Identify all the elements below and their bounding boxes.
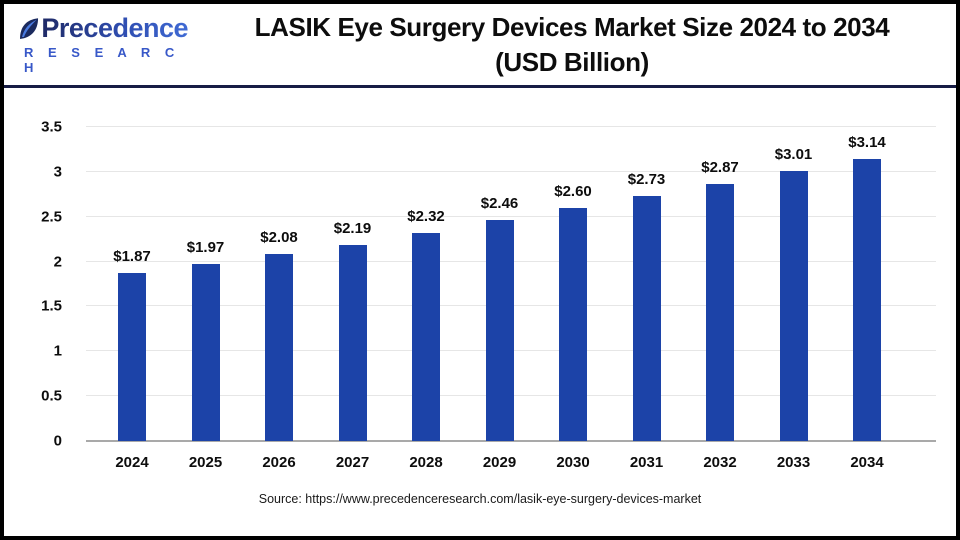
x-axis-line bbox=[86, 440, 936, 442]
bar-value-label: $1.97 bbox=[186, 239, 225, 257]
gridline bbox=[86, 126, 936, 127]
bar-2029 bbox=[485, 220, 514, 441]
y-tick-label: 0.5 bbox=[41, 387, 62, 405]
bar-value-label: $2.08 bbox=[260, 229, 298, 247]
bar-value-label: $2.32 bbox=[407, 207, 445, 225]
x-tick-label: 2027 bbox=[335, 454, 370, 471]
chart-title-line1: LASIK Eye Surgery Devices Market Size 20… bbox=[254, 11, 890, 42]
bar-value-label: $2.46 bbox=[480, 195, 519, 213]
bar-value-label: $2.73 bbox=[627, 171, 666, 189]
source-note: Source: https://www.precedenceresearch.c… bbox=[258, 492, 702, 506]
chart-title-line2: (USD Billion) bbox=[495, 46, 649, 77]
x-tick-label: 2026 bbox=[262, 454, 296, 471]
bar-2027 bbox=[338, 244, 367, 441]
y-tick-label: 1 bbox=[53, 342, 62, 360]
bar-2031 bbox=[632, 196, 661, 441]
leaf-icon bbox=[20, 18, 39, 40]
y-tick-label: 2 bbox=[53, 253, 62, 271]
gridline bbox=[86, 170, 936, 172]
brand-logo: Precedence R E S E A R C H bbox=[18, 13, 188, 75]
y-tick-label: 3 bbox=[53, 163, 62, 181]
x-tick-label: 2034 bbox=[850, 454, 884, 471]
bar-value-label: $2.87 bbox=[701, 158, 739, 176]
bar-2024 bbox=[118, 273, 146, 441]
brand-name: Precedence bbox=[41, 13, 188, 43]
brand-subtitle: R E S E A R C H bbox=[24, 45, 180, 75]
x-tick-label: 2030 bbox=[556, 454, 590, 471]
bar-value-label: $2.60 bbox=[554, 182, 592, 200]
bar-value-label: $3.01 bbox=[774, 145, 813, 163]
bar-value-label: $1.87 bbox=[113, 248, 151, 266]
gridline bbox=[86, 215, 936, 217]
x-tick-label: 2025 bbox=[188, 454, 223, 471]
x-tick-label: 2024 bbox=[115, 454, 149, 471]
chart-title: LASIK Eye Surgery Devices Market Size 20… bbox=[188, 10, 956, 80]
bar-value-label: $3.14 bbox=[848, 134, 886, 152]
bar-value-label: $2.19 bbox=[333, 219, 372, 237]
y-tick-label: 2.5 bbox=[41, 208, 62, 226]
y-tick-label: 1.5 bbox=[41, 297, 62, 315]
x-tick-label: 2032 bbox=[703, 454, 737, 471]
bar-2028 bbox=[412, 232, 440, 441]
bar-2033 bbox=[779, 170, 808, 441]
x-tick-label: 2033 bbox=[776, 454, 811, 471]
plot-area: $1.87 2024 $1.97 2025 $2.08 2026 $2.19 2027 $2.3… bbox=[86, 126, 936, 471]
x-tick-label: 2029 bbox=[482, 454, 517, 471]
bar-2032 bbox=[706, 183, 734, 441]
y-axis-labels: 0 0.5 1 1.5 2 2.5 3 3.5 bbox=[4, 119, 74, 450]
bar-2025 bbox=[191, 264, 220, 441]
x-tick-label: 2031 bbox=[629, 454, 664, 471]
bar-2030 bbox=[559, 207, 587, 441]
bar-2034 bbox=[853, 159, 881, 441]
x-tick-label: 2028 bbox=[409, 454, 443, 471]
bar-2026 bbox=[265, 254, 293, 441]
chart-region: 0 0.5 1 1.5 2 2.5 3 3.5 $1.87 2024 $1.97 2025 $2.08… bbox=[4, 88, 956, 488]
y-tick-label: 0 bbox=[53, 432, 62, 450]
header: Precedence R E S E A R C H LASIK Eye Sur… bbox=[4, 4, 956, 88]
y-tick-label: 3.5 bbox=[41, 118, 62, 136]
